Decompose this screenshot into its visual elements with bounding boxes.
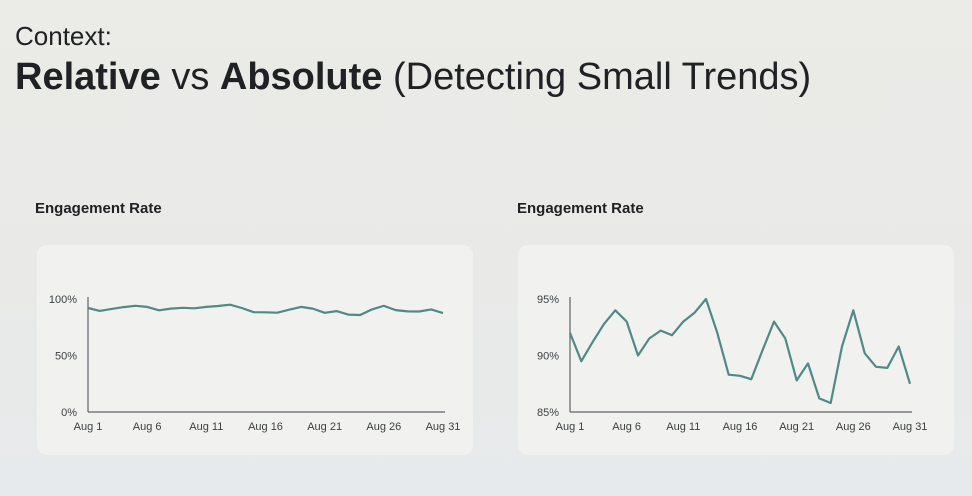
title-relative: Relative bbox=[15, 56, 161, 98]
left-x-tick-label: Aug 26 bbox=[366, 421, 401, 433]
left-chart-panel: 0% 50% 100% Aug 1 Aug 6 Aug 11 Aug 16 Aug 21 Aug… bbox=[37, 245, 473, 455]
right-series-line bbox=[568, 297, 912, 405]
left-series-line bbox=[87, 303, 444, 317]
right-x-tick-label: Aug 6 bbox=[612, 421, 641, 433]
right-x-tick-label: Aug 21 bbox=[779, 421, 814, 433]
right-chart-title: Engagement Rate bbox=[517, 200, 644, 217]
slide-title-block: Context: Relative vs Absolute (Detecting… bbox=[15, 20, 811, 100]
right-y-tick-label: 90% bbox=[537, 351, 559, 363]
left-x-tick-label: Aug 1 bbox=[74, 421, 103, 433]
right-x-tick-label: Aug 31 bbox=[893, 421, 928, 433]
title-absolute: Absolute bbox=[219, 56, 383, 98]
left-chart-title: Engagement Rate bbox=[35, 200, 162, 217]
left-y-tick-label: 0% bbox=[61, 407, 77, 419]
left-y-tick-label: 50% bbox=[55, 351, 77, 363]
right-x-tick-label: Aug 1 bbox=[556, 421, 585, 433]
right-x-tick-label: Aug 26 bbox=[836, 421, 871, 433]
left-x-tick-label: Aug 6 bbox=[133, 421, 162, 433]
left-x-tick-label: Aug 31 bbox=[426, 421, 461, 433]
right-chart-svg: 85% 90% 95% Aug 1 Aug 6 Aug 11 Aug 16 Aug 21 Aug… bbox=[537, 294, 928, 433]
title-vs: vs bbox=[171, 56, 210, 98]
left-x-tick-label: Aug 16 bbox=[248, 421, 283, 433]
right-x-tick-label: Aug 11 bbox=[666, 421, 700, 433]
left-chart-svg: 0% 50% 100% Aug 1 Aug 6 Aug 11 Aug 16 Aug 21 Aug… bbox=[49, 294, 461, 433]
slide-title: Relative vs Absolute (Detecting Small Tr… bbox=[15, 54, 811, 100]
left-x-tick-label: Aug 11 bbox=[189, 421, 223, 433]
right-x-tick-label: Aug 16 bbox=[723, 421, 758, 433]
left-y-tick-label: 100% bbox=[49, 294, 77, 306]
right-chart-panel: 85% 90% 95% Aug 1 Aug 6 Aug 11 Aug 16 Aug 21 Aug… bbox=[518, 245, 954, 455]
title-subtitle: (Detecting Small Trends) bbox=[393, 56, 812, 98]
context-label: Context: bbox=[15, 21, 112, 51]
right-y-tick-label: 95% bbox=[537, 294, 559, 306]
right-y-tick-label: 85% bbox=[537, 407, 559, 419]
left-x-tick-label: Aug 21 bbox=[307, 421, 342, 433]
